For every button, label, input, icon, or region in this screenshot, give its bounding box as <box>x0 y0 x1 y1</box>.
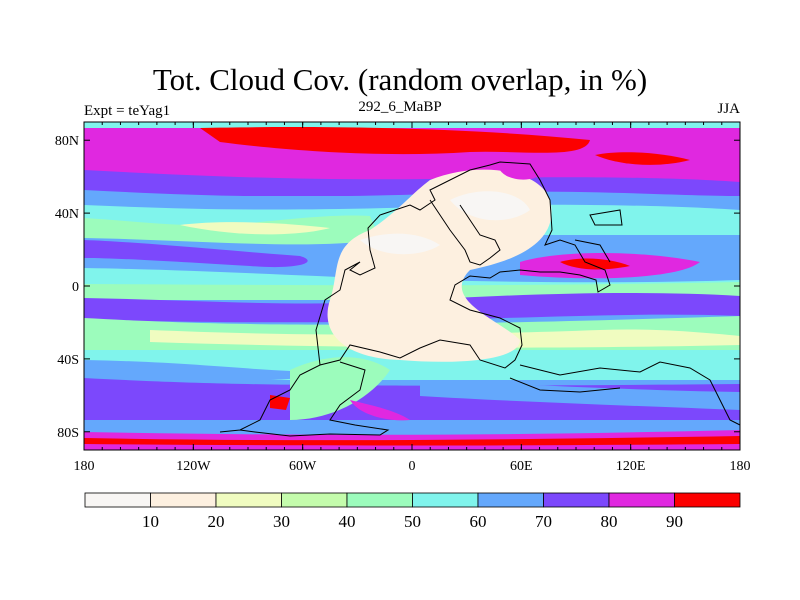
season-label: JJA <box>717 101 740 117</box>
colorbar-box <box>150 492 217 508</box>
cloud-cover-field <box>84 122 740 450</box>
lat-tick-label: 0 <box>72 280 79 295</box>
lat-tick-label: 80N <box>55 134 79 149</box>
lon-tick-label: 120W <box>176 459 211 474</box>
colorbar-box <box>412 492 479 508</box>
colorbar-label: 40 <box>339 512 356 531</box>
colorbar-box <box>477 492 544 508</box>
colorbar-label: 60 <box>470 512 487 531</box>
axis-ticks: 180 120W 60W 0 60E 120E 180 80N 40N 0 40S 80S <box>55 122 751 474</box>
plot-title: Tot. Cloud Cov. (random overlap, in %) <box>152 62 648 97</box>
lon-tick-label: 120E <box>616 459 646 474</box>
colorbar-label: 90 <box>666 512 683 531</box>
lat-tick-label: 40S <box>57 353 79 368</box>
colorbar-box <box>215 492 282 508</box>
lon-tick-label: 60W <box>289 459 317 474</box>
colorbar-label: 10 <box>142 512 159 531</box>
coastline <box>219 161 741 437</box>
lon-tick-label: 180 <box>730 459 751 474</box>
experiment-label: Expt = teYag1 <box>84 103 171 119</box>
colorbar-box <box>674 492 741 508</box>
lat-tick-label: 80S <box>57 426 79 441</box>
period-label: 292_6_MaBP <box>358 99 442 115</box>
colorbar-label: 30 <box>273 512 290 531</box>
colorbar-box <box>543 492 610 508</box>
colorbar-box <box>608 492 675 508</box>
colorbar: 10 20 30 40 50 60 70 80 90 <box>84 492 741 531</box>
colorbar-box <box>346 492 413 508</box>
lat-tick-label: 40N <box>55 207 79 222</box>
colorbar-box <box>84 492 151 508</box>
colorbar-label: 80 <box>601 512 618 531</box>
colorbar-box <box>281 492 348 508</box>
lon-tick-label: 180 <box>74 459 95 474</box>
colorbar-label: 70 <box>535 512 552 531</box>
colorbar-label: 20 <box>208 512 225 531</box>
lon-tick-label: 0 <box>409 459 416 474</box>
colorbar-label: 50 <box>404 512 421 531</box>
lon-tick-label: 60E <box>510 459 533 474</box>
